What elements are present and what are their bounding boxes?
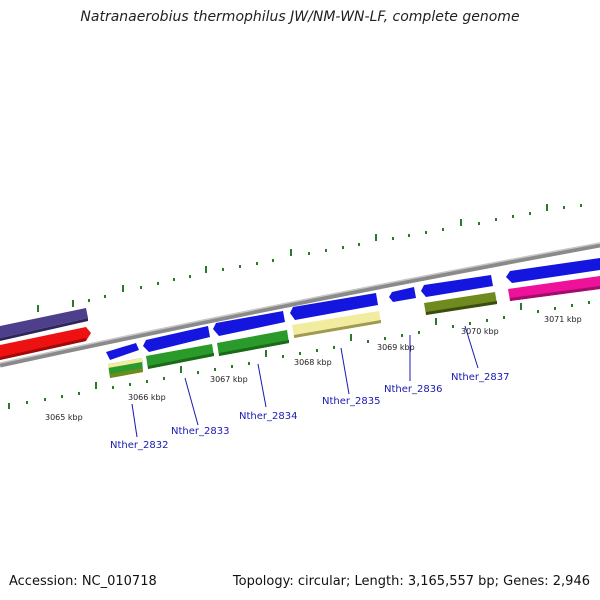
genome-summary-text: Topology: circular; Length: 3,165,557 bp…: [232, 574, 590, 589]
inner-tick-ring: [8, 301, 590, 409]
upper-strand-genes: [106, 258, 600, 360]
gene-arrow: [143, 326, 210, 352]
gene-label: Nther_2835: [322, 396, 380, 407]
kbp-label: 3066 kbp: [128, 393, 166, 402]
kbp-label: 3067 kbp: [210, 375, 248, 384]
kbp-label: 3070 kbp: [461, 327, 499, 336]
gene-arrow: [290, 293, 378, 320]
kbp-label: 3071 kbp: [544, 315, 582, 324]
gene-label: Nther_2834: [239, 411, 297, 422]
gene-label: Nther_2836: [384, 384, 442, 395]
gene-arrow: [506, 258, 600, 283]
outer-tick-ring: [20, 204, 582, 329]
gene-arrow: [389, 287, 416, 302]
gene-label: Nther_2833: [171, 426, 229, 437]
gene-label: Nther_2832: [110, 440, 168, 451]
kbp-labels: 3065 kbp 3066 kbp 3067 kbp 3068 kbp 3069…: [45, 315, 582, 422]
gene-leader-lines: [131, 325, 479, 438]
kbp-label: 3068 kbp: [294, 358, 332, 367]
gene-arrow: [421, 275, 493, 297]
left-features: [0, 308, 91, 360]
lower-strand-features: [108, 276, 600, 378]
gene-labels: Nther_2832 Nther_2833 Nther_2834 Nther_2…: [110, 372, 509, 451]
kbp-label: 3069 kbp: [377, 343, 415, 352]
accession-text: Accession: NC_010718: [9, 574, 157, 589]
map-title: Natranaerobius thermophilus JW/NM-WN-LF,…: [80, 9, 520, 25]
gene-label: Nther_2837: [451, 372, 509, 383]
gene-arrow: [213, 311, 285, 336]
genome-backbone: [0, 242, 600, 368]
gene-arrow: [106, 343, 139, 360]
kbp-label: 3065 kbp: [45, 413, 83, 422]
